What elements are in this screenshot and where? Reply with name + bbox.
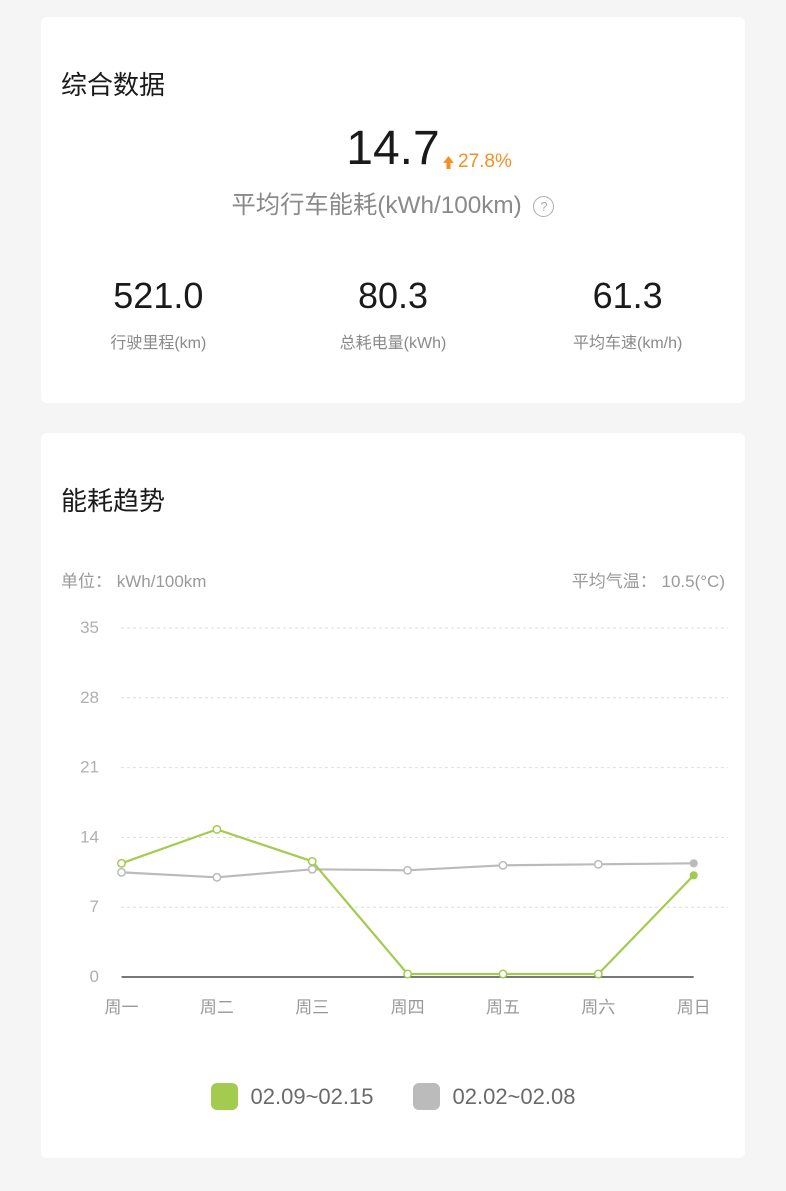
svg-text:35: 35 [80,618,99,637]
svg-text:14: 14 [80,827,99,846]
svg-text:周二: 周二 [200,998,234,1017]
svg-text:周四: 周四 [391,998,425,1017]
svg-text:周一: 周一 [105,998,139,1017]
svg-text:0: 0 [90,967,99,986]
svg-text:28: 28 [80,688,99,707]
svg-text:21: 21 [80,758,99,777]
svg-text:周六: 周六 [581,998,615,1017]
svg-text:周五: 周五 [486,998,520,1017]
svg-text:7: 7 [90,897,99,916]
svg-text:周日: 周日 [677,998,711,1017]
svg-text:周三: 周三 [295,998,329,1017]
